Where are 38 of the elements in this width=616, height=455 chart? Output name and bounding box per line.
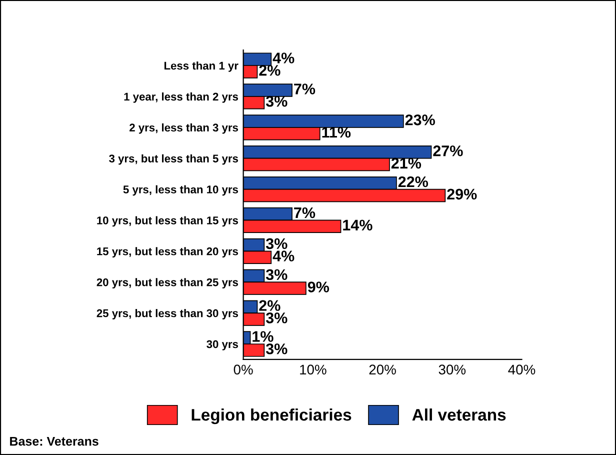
data-label: 3% <box>266 96 288 107</box>
x-tick-label: 30% <box>438 364 466 375</box>
y-tick-label: 10 yrs, but less than 15 yrs <box>97 216 238 227</box>
y-tick-label: 25 yrs, but less than 30 yrs <box>96 309 238 320</box>
data-label: 3% <box>266 238 288 250</box>
y-tick-label: 30 yrs <box>206 340 238 350</box>
data-label: 4% <box>272 52 294 64</box>
y-tick-label: 1 year, less than 2 yrs <box>124 92 238 103</box>
data-label: 29% <box>447 188 477 200</box>
legend-label: All veterans <box>412 408 506 421</box>
data-label: 3% <box>266 343 288 354</box>
data-label: 1% <box>252 331 274 342</box>
data-label: 3% <box>266 269 288 280</box>
data-label: 2% <box>259 64 280 76</box>
data-label: 7% <box>294 207 316 218</box>
y-tick-label: 2 yrs, less than 3 yrs <box>130 123 238 134</box>
x-tick-label: 10% <box>300 364 326 375</box>
data-label: 9% <box>308 282 330 292</box>
y-tick-label: 20 yrs, but less than 25 yrs <box>96 278 238 288</box>
data-label: 11% <box>322 126 351 138</box>
data-label: 22% <box>398 176 428 188</box>
data-label: 14% <box>343 220 372 230</box>
x-tick-label: 20% <box>369 364 396 375</box>
text: Base: Veterans <box>10 436 98 446</box>
data-label: 3% <box>266 312 288 324</box>
data-label: 7% <box>294 84 316 94</box>
y-tick-label: 15 yrs, but less than 20 yrs <box>97 247 238 258</box>
data-label: 27% <box>433 145 463 156</box>
y-tick-label: 5 yrs, less than 10 yrs <box>123 185 238 196</box>
data-label: 4% <box>272 250 294 262</box>
y-tick-label: 3 yrs, but less than 5 yrs <box>109 154 238 165</box>
y-tick-label: Less than 1 yr <box>164 61 238 72</box>
data-label: 21% <box>391 158 422 169</box>
data-label: 2% <box>259 300 280 311</box>
data-label: 23% <box>405 114 435 126</box>
legend-label: Legion beneficiaries <box>192 408 352 424</box>
x-tick-label: 0% <box>234 364 253 375</box>
x-tick-label: 40% <box>508 364 536 375</box>
